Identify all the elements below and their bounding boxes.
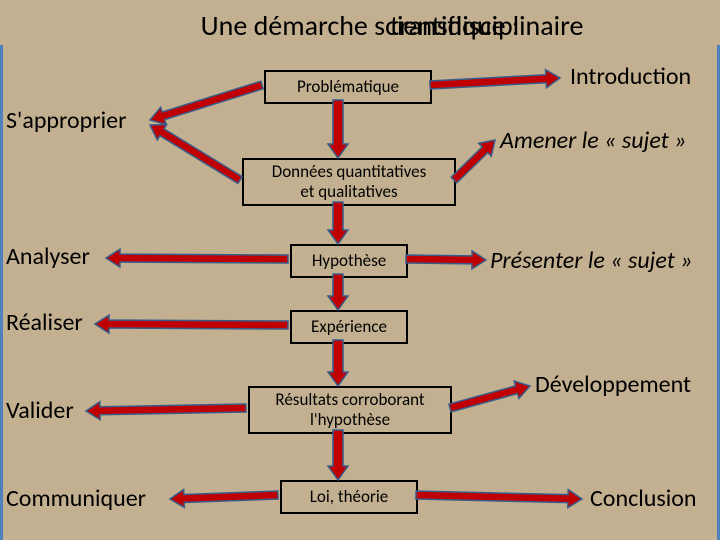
- down-arrow: [328, 340, 348, 386]
- side-arrow: [95, 315, 288, 333]
- arrows-layer: [0, 0, 720, 540]
- side-arrow: [430, 70, 560, 89]
- side-arrow: [416, 490, 582, 508]
- side-arrow: [106, 249, 288, 267]
- down-arrow: [328, 430, 348, 480]
- side-arrow: [150, 125, 242, 184]
- side-arrow: [170, 489, 278, 507]
- down-arrow: [328, 100, 348, 158]
- down-arrow: [328, 274, 348, 310]
- side-arrow: [86, 402, 246, 420]
- side-arrow: [451, 140, 495, 183]
- side-arrow: [406, 251, 486, 269]
- down-arrow: [328, 202, 348, 244]
- side-arrow: [150, 81, 263, 124]
- side-arrow: [449, 381, 530, 412]
